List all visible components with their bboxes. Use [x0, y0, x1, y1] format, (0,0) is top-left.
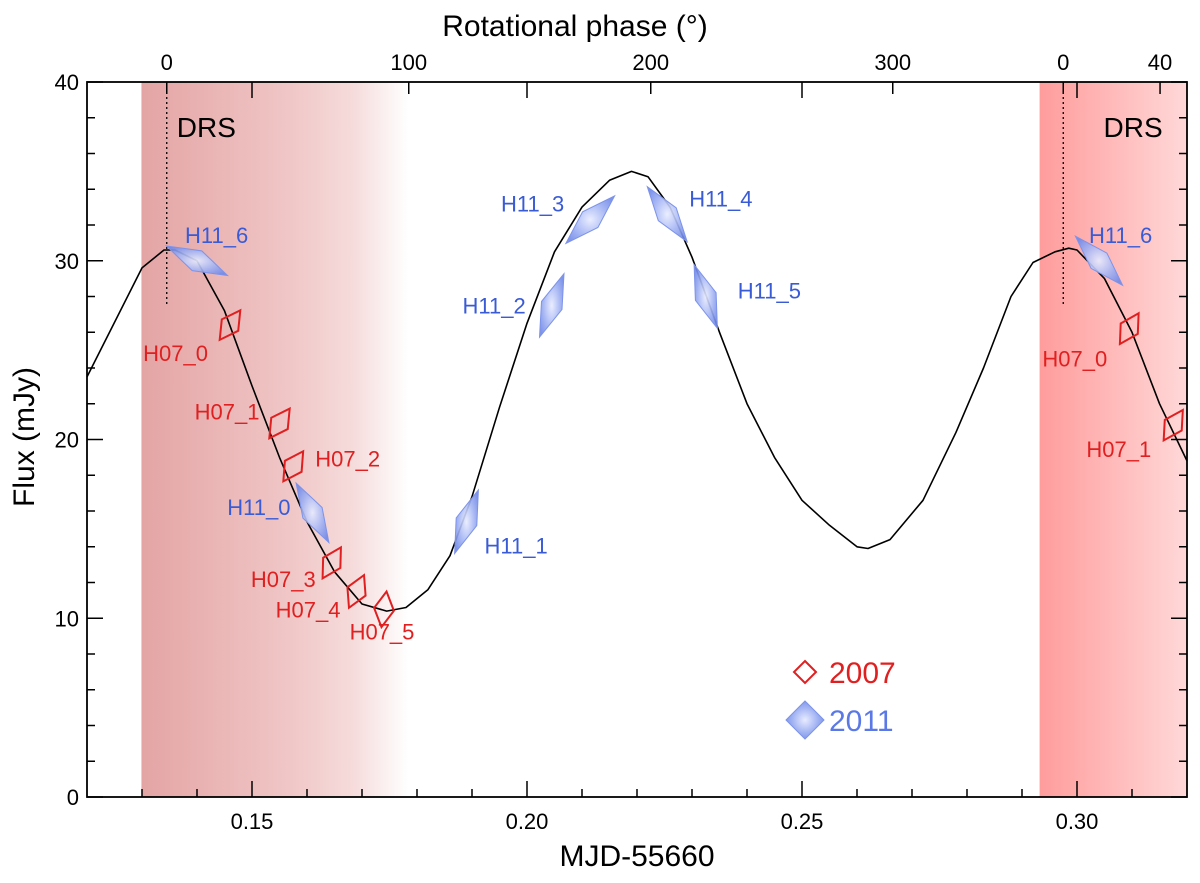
- legend: 2007 2011: [785, 657, 896, 740]
- h07-label: H07_1: [195, 399, 260, 424]
- h07-label: H07_1: [1086, 437, 1151, 462]
- x-tick-label: 0.30: [1056, 809, 1099, 834]
- h11-marker: [1074, 235, 1124, 287]
- h07-marker: [321, 545, 342, 581]
- legend-2007-marker: [792, 659, 818, 685]
- h11-label: H11_2: [463, 293, 526, 318]
- h11-marker: [164, 245, 230, 277]
- h07-marker: [268, 406, 291, 440]
- x-tick-label: 0.20: [506, 809, 549, 834]
- h11-label: H11_3: [501, 192, 564, 217]
- x-axis-title: MJD-55660: [559, 840, 714, 873]
- h11-label: H11_6: [185, 223, 248, 248]
- drs-label: DRS: [177, 112, 236, 143]
- top-axis-title: Rotational phase (°): [442, 10, 707, 43]
- h11-label: H11_4: [689, 186, 752, 211]
- x-tick-label: 0.25: [781, 809, 824, 834]
- h11-label: H11_6: [1089, 223, 1152, 248]
- data-point-labels: H07_0 H07_1 H07_2 H07_3 H07_4 H07_5 H07_0 H07_1…: [143, 186, 1152, 644]
- h07-label: H07_5: [350, 619, 415, 644]
- h07-marker: [346, 573, 367, 610]
- top-tick-label: 40: [1148, 50, 1172, 75]
- h11-label: H11_5: [738, 279, 801, 304]
- h07-marker: [218, 308, 242, 342]
- h11-marker: [693, 263, 718, 330]
- h11-marker: [564, 194, 616, 245]
- h07-marker: [282, 449, 305, 484]
- h07-marker: [372, 589, 396, 630]
- h07-label: H07_0: [1042, 347, 1107, 372]
- y-tick-label: 30: [55, 249, 79, 274]
- top-tick-label: 0: [1057, 50, 1069, 75]
- h07-label: H07_4: [276, 597, 341, 622]
- h11-label: H11_1: [485, 534, 548, 559]
- h11-marker: [646, 185, 689, 244]
- drs-label: DRS: [1104, 112, 1163, 143]
- data-point-markers: [164, 185, 1184, 630]
- axes: 0.15 0.20 0.25 0.30 0 10 20 30 40 0 100 200 300 0 40: [55, 50, 1187, 834]
- drs-region: [141, 82, 409, 797]
- h11-marker: [295, 481, 330, 545]
- top-tick-label: 200: [632, 50, 669, 75]
- h07-marker: [1162, 408, 1184, 443]
- h11-label: H11_0: [227, 495, 290, 520]
- h07-label: H07_0: [143, 341, 208, 366]
- y-tick-label: 0: [67, 785, 79, 810]
- legend-2011-label: 2011: [829, 705, 894, 738]
- y-tick-label: 20: [55, 428, 79, 453]
- y-axis-title: Flux (mJy): [8, 367, 41, 507]
- legend-2011-marker: [785, 700, 825, 740]
- top-tick-label: 100: [390, 50, 427, 75]
- legend-2007-label: 2007: [829, 657, 896, 690]
- drs-region: [1039, 82, 1187, 797]
- y-tick-label: 40: [55, 70, 79, 95]
- region-labels: DRS DRS: [177, 112, 1163, 143]
- x-tick-label: 0.15: [231, 809, 274, 834]
- y-tick-label: 10: [55, 606, 79, 631]
- shaded-regions: [141, 82, 1187, 797]
- h11-marker: [538, 272, 565, 339]
- h07-label: H07_3: [251, 567, 316, 592]
- top-tick-label: 0: [161, 50, 173, 75]
- phase-zero-lines: [166, 82, 1064, 306]
- top-tick-label: 300: [874, 50, 911, 75]
- h11-marker: [454, 488, 479, 556]
- h07-label: H07_2: [315, 446, 380, 471]
- h07-marker: [1118, 311, 1140, 346]
